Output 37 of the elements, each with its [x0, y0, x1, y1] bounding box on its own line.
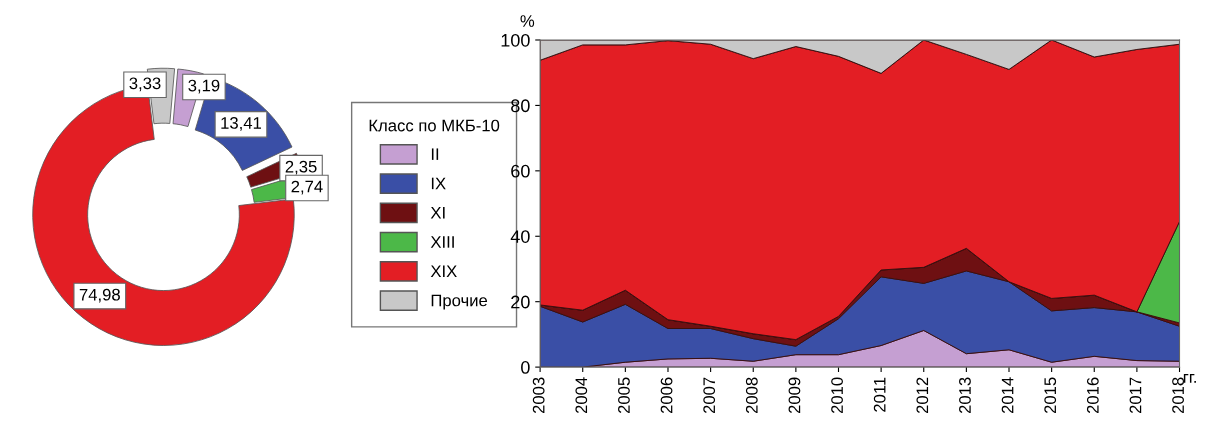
x-tick-label: 2007	[703, 377, 716, 414]
data-label: 2,35	[285, 160, 317, 175]
x-tick-label: 2004	[575, 377, 588, 414]
legend-label: XIX	[430, 265, 457, 277]
y-axis-title: %	[520, 15, 535, 27]
data-label: 3,19	[188, 79, 220, 94]
x-tick-label: 2011	[873, 377, 886, 412]
x-tick-label: 2005	[618, 377, 630, 414]
legend-label: II	[431, 148, 439, 160]
data-label: 3,33	[129, 77, 161, 92]
x-tick-label: 2012	[916, 377, 929, 414]
x-axis-title: гг.	[1183, 374, 1196, 383]
legend-label: XIII	[430, 236, 454, 248]
legend-label: IX	[431, 177, 446, 190]
y-tick-label: 80	[511, 99, 530, 113]
y-tick-label: 100	[501, 33, 530, 47]
x-tick-label: 2003	[532, 377, 545, 414]
x-tick-label: 2018	[1172, 377, 1184, 414]
x-tick-label: 2008	[745, 377, 758, 414]
y-tick-label: 20	[511, 295, 530, 309]
x-tick-label: 2013	[959, 377, 971, 414]
data-label: 13,41	[221, 117, 262, 131]
x-tick-label: 2014	[1001, 377, 1014, 414]
y-tick-label: 60	[511, 164, 530, 178]
x-tick-label: 2010	[831, 377, 843, 414]
x-tick-label: 2017	[1129, 377, 1142, 414]
x-tick-label: 2009	[788, 377, 801, 414]
x-tick-label: 2006	[660, 377, 673, 414]
data-label: 2,74	[291, 180, 323, 195]
legend-label: Прочие	[431, 294, 488, 310]
legend-title: Класс по МКБ-10	[369, 119, 500, 132]
legend-label: XI	[430, 206, 445, 219]
x-tick-label: 2016	[1086, 377, 1099, 414]
data-label: 74,98	[79, 288, 120, 303]
y-tick-label: 40	[510, 230, 530, 243]
x-tick-label: 2015	[1044, 377, 1057, 414]
y-tick-label: 0	[521, 361, 530, 374]
